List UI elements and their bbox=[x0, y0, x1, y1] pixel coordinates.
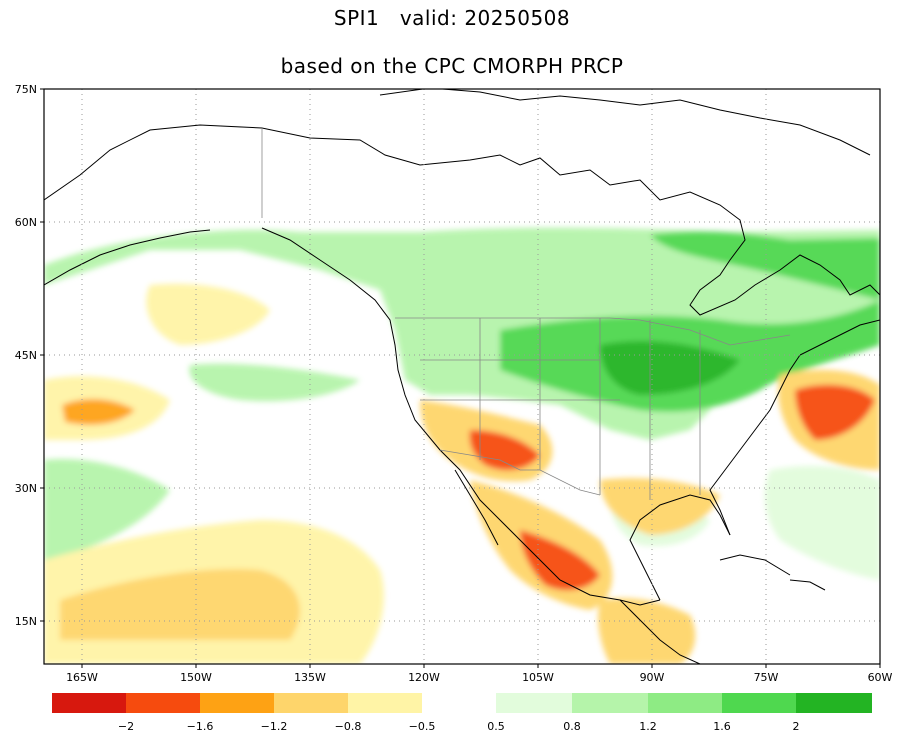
coastlines bbox=[44, 89, 880, 664]
latitude-labels: 75N 60N 45N 30N 15N bbox=[15, 83, 37, 628]
lat-label-15n: 15N bbox=[15, 615, 37, 628]
wet-region-pacific bbox=[189, 363, 360, 402]
lat-label-30n: 30N bbox=[15, 482, 37, 495]
legend-swatch bbox=[422, 693, 496, 713]
lon-label-120w: 120W bbox=[408, 671, 440, 684]
lon-label-135w: 135W bbox=[294, 671, 326, 684]
lat-label-60n: 60N bbox=[15, 216, 37, 229]
legend-label: −0.8 bbox=[335, 720, 362, 733]
dry-region-pacific-mid-core bbox=[62, 398, 135, 425]
legend-swatch bbox=[496, 693, 572, 713]
coastline-cuba bbox=[719, 554, 791, 576]
coastline-gulf bbox=[629, 494, 731, 601]
legend-label: −2 bbox=[118, 720, 134, 733]
legend-label: 2 bbox=[793, 720, 800, 733]
graticule bbox=[44, 89, 880, 664]
coastline-east bbox=[709, 319, 880, 536]
legend-label: −0.5 bbox=[409, 720, 436, 733]
legend-swatch bbox=[348, 693, 422, 713]
spi-field bbox=[44, 227, 880, 664]
longitude-labels: 165W 150W 135W 120W 105W 90W 75W 60W bbox=[66, 671, 892, 684]
legend-label: 1.6 bbox=[713, 720, 731, 733]
wet-region-core bbox=[600, 340, 740, 395]
coastline-arctic-islands bbox=[379, 89, 871, 156]
coastline-hispaniola bbox=[789, 579, 826, 591]
legend-swatch bbox=[648, 693, 722, 713]
legend-swatch bbox=[796, 693, 872, 713]
map-title: SPI1 valid: 20250508 bbox=[333, 6, 571, 30]
legend-label: 1.2 bbox=[639, 720, 657, 733]
wet-region-atlantic bbox=[764, 465, 880, 580]
coastline-aleutians bbox=[44, 229, 211, 286]
legend-swatch bbox=[52, 693, 126, 713]
coastline-baja bbox=[454, 469, 499, 546]
legend-label: −1.2 bbox=[261, 720, 288, 733]
lon-label-75w: 75W bbox=[754, 671, 779, 684]
dry-region-gulf-coast bbox=[600, 478, 720, 535]
dry-region-southwest-core bbox=[469, 430, 540, 471]
wet-region-hudson bbox=[650, 231, 880, 300]
wet-region-pacific-west bbox=[44, 459, 170, 560]
legend-swatch bbox=[274, 693, 348, 713]
lon-label-90w: 90W bbox=[640, 671, 665, 684]
dry-region-central-america bbox=[598, 598, 696, 664]
border-us-mexico bbox=[439, 449, 601, 496]
political-boundaries bbox=[261, 128, 791, 500]
plot-frame bbox=[43, 88, 881, 665]
dry-region-mexico-core bbox=[520, 530, 600, 591]
axis-ticks bbox=[40, 88, 881, 668]
lat-label-75n: 75N bbox=[15, 83, 37, 96]
legend-label: −1.6 bbox=[187, 720, 214, 733]
coastline-alaska-canada bbox=[44, 124, 880, 316]
lat-label-45n: 45N bbox=[15, 349, 37, 362]
lon-label-150w: 150W bbox=[180, 671, 212, 684]
legend-label: 0.5 bbox=[487, 720, 505, 733]
lon-label-105w: 105W bbox=[522, 671, 554, 684]
legend-label: 0.8 bbox=[563, 720, 581, 733]
legend-swatch bbox=[722, 693, 796, 713]
border-states bbox=[420, 318, 701, 500]
dry-region-pacific-south-2 bbox=[60, 569, 300, 640]
map-subtitle: based on the CPC CMORPH PRCP bbox=[280, 54, 624, 78]
coastline-central-america bbox=[619, 599, 701, 664]
legend-swatch bbox=[126, 693, 200, 713]
lon-label-60w: 60W bbox=[868, 671, 893, 684]
lon-label-165w: 165W bbox=[66, 671, 98, 684]
dry-region-pacific-north bbox=[146, 283, 270, 345]
legend-swatch bbox=[200, 693, 274, 713]
border-us-canada bbox=[395, 317, 791, 346]
color-legend: −2 −1.6 −1.2 −0.8 −0.5 0.5 0.8 1.2 1.6 2 bbox=[52, 693, 872, 733]
dry-region-atlantic-core bbox=[795, 384, 875, 440]
legend-swatch bbox=[572, 693, 648, 713]
